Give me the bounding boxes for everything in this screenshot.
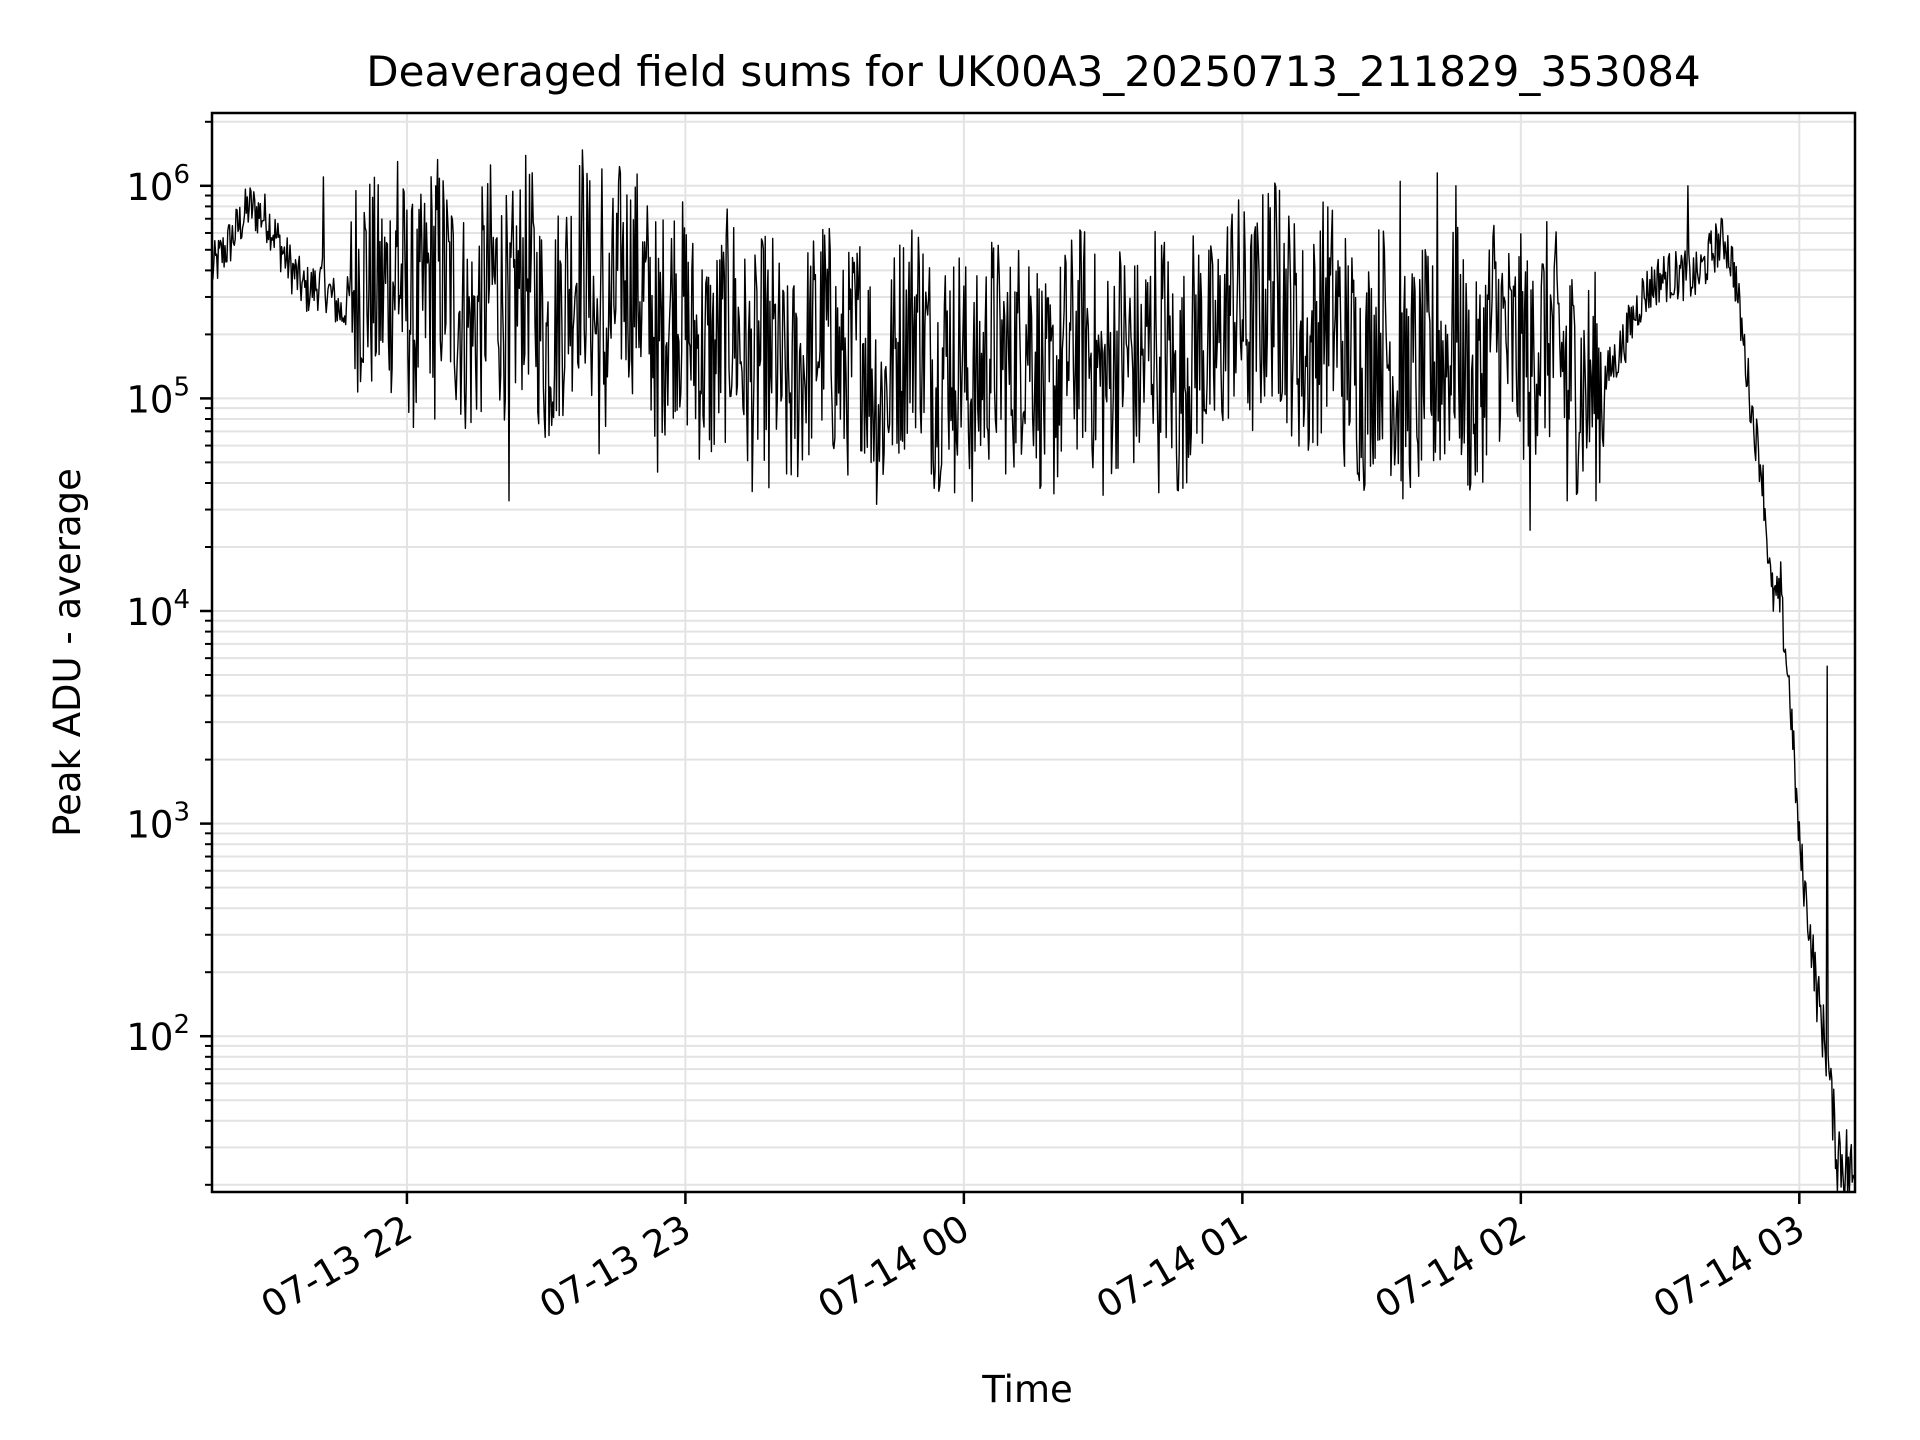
y-tick-label: 102 bbox=[126, 1010, 190, 1059]
y-axis: 102 103 104 105 106 bbox=[126, 120, 212, 1186]
plot-area bbox=[211, 149, 1855, 1193]
x-axis-label: Time bbox=[981, 1368, 1073, 1411]
y-tick-label: 106 bbox=[126, 160, 190, 209]
series-line bbox=[211, 149, 1855, 1193]
y-tick-label: 105 bbox=[126, 372, 190, 421]
axes-frame bbox=[210, 111, 1857, 1194]
y-axis-label: Peak ADU - average bbox=[46, 468, 89, 837]
y-tick-label: 103 bbox=[126, 798, 190, 847]
chart-title: Deaveraged field sums for UK00A3_2025071… bbox=[366, 47, 1700, 96]
y-tick-label: 104 bbox=[126, 585, 190, 634]
